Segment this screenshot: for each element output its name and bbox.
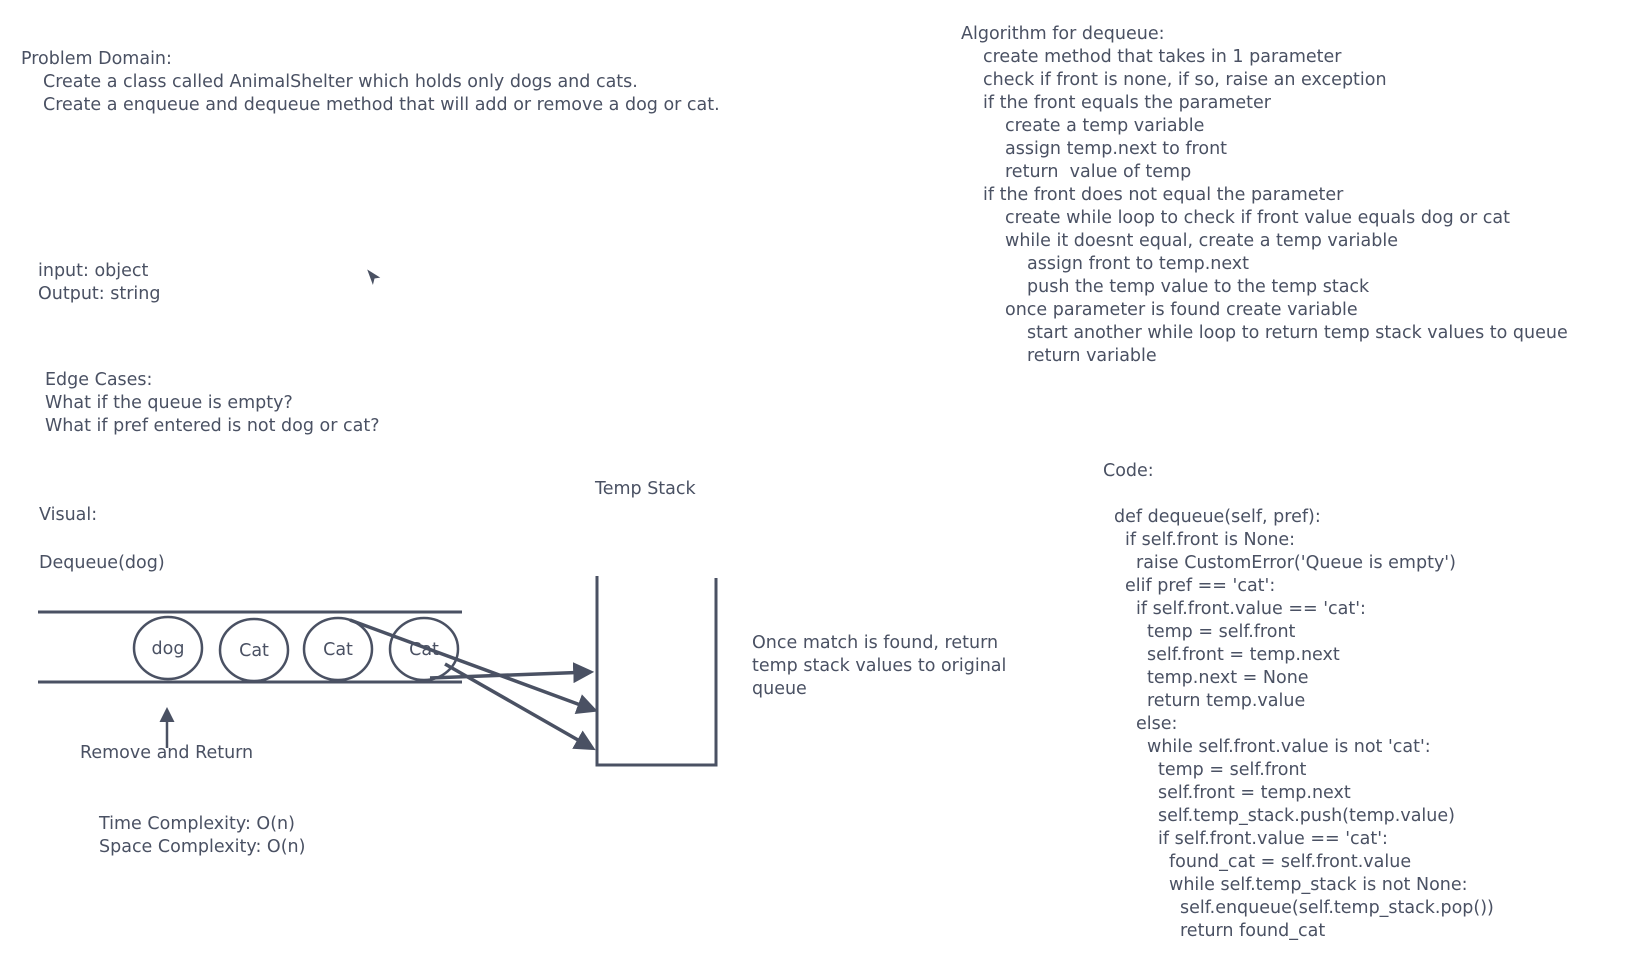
code-line: return temp.value <box>1147 691 1306 711</box>
code-block: def dequeue(self, pref): if self.front i… <box>1114 506 1494 943</box>
complexity: Time Complexity: O(n) Space Complexity: … <box>99 813 305 859</box>
edge-cases: Edge Cases: What if the queue is empty? … <box>45 369 379 438</box>
algorithm-step: if the front does not equal the paramete… <box>983 185 1344 205</box>
node-label: dog <box>152 639 185 659</box>
code-line: self.front = temp.next <box>1147 645 1340 665</box>
code-line: def dequeue(self, pref): <box>1114 507 1321 527</box>
input-spec: input: object <box>38 261 149 281</box>
code-line: raise CustomError('Queue is empty') <box>1136 553 1456 573</box>
algorithm: Algorithm for dequeue: create method tha… <box>961 23 1568 368</box>
algorithm-step: return value of temp <box>1005 162 1192 182</box>
io-spec: input: object Output: string <box>38 260 160 306</box>
code-line: self.enqueue(self.temp_stack.pop()) <box>1180 898 1494 918</box>
dequeue-call-label: Dequeue(dog) <box>39 553 165 573</box>
code-line: found_cat = self.front.value <box>1169 852 1412 872</box>
edge-case-item: What if pref entered is not dog or cat? <box>45 416 380 436</box>
remove-and-return-label: Remove and Return <box>80 743 254 763</box>
space-complexity: Space Complexity: O(n) <box>99 837 306 857</box>
mouse-cursor-icon <box>364 266 384 290</box>
code-line: temp = self.front <box>1147 622 1296 642</box>
return-note-line: queue <box>752 679 807 699</box>
queue-node-cat: Cat <box>302 616 374 682</box>
algorithm-step: assign temp.next to front <box>1005 139 1228 159</box>
queue-node-dog: dog <box>132 615 204 681</box>
push-arrow <box>349 618 598 715</box>
code-line: while self.temp_stack is not None: <box>1169 875 1468 895</box>
code-line: elif pref == 'cat': <box>1125 576 1276 596</box>
edge-case-item: What if the queue is empty? <box>45 393 293 413</box>
algorithm-step: if the front equals the parameter <box>983 93 1271 113</box>
algorithm-step: assign front to temp.next <box>1027 254 1250 274</box>
problem-domain-line: Create a class called AnimalShelter whic… <box>43 72 638 92</box>
algorithm-step: return variable <box>1027 346 1157 366</box>
code-line: return found_cat <box>1180 921 1326 941</box>
output-spec: Output: string <box>38 284 161 304</box>
code-line: temp.next = None <box>1147 668 1309 688</box>
return-note-line: temp stack values to original <box>752 656 1007 676</box>
code-line: if self.front.value == 'cat': <box>1136 599 1366 619</box>
code-heading: Code: <box>1103 461 1154 481</box>
code-line: if self.front.value == 'cat': <box>1158 829 1388 849</box>
code-line: else: <box>1136 714 1178 734</box>
queue-node-cat: Cat <box>218 617 290 683</box>
return-note-line: Once match is found, return <box>752 633 999 653</box>
algorithm-step: check if front is none, if so, raise an … <box>983 70 1387 90</box>
push-arrow <box>444 662 596 751</box>
node-label: Cat <box>323 640 353 660</box>
visual-heading: Visual: <box>39 505 98 525</box>
algorithm-step: once parameter is found create variable <box>1005 300 1358 320</box>
algorithm-heading: Algorithm for dequeue: <box>961 24 1165 44</box>
algorithm-step: while it doesnt equal, create a temp var… <box>1005 231 1398 251</box>
code-line: self.front = temp.next <box>1158 783 1351 803</box>
code-line: self.temp_stack.push(temp.value) <box>1158 806 1455 826</box>
temp-stack-container <box>595 576 718 767</box>
problem-domain: Problem Domain: Create a class called An… <box>21 48 720 117</box>
algorithm-step: start another while loop to return temp … <box>1027 323 1568 343</box>
temp-stack-label: Temp Stack <box>595 479 696 499</box>
problem-domain-heading: Problem Domain: <box>21 49 172 69</box>
algorithm-step: create while loop to check if front valu… <box>1005 208 1510 228</box>
edge-cases-heading: Edge Cases: <box>45 370 153 390</box>
push-arrow <box>429 662 595 684</box>
algorithm-step: create a temp variable <box>1005 116 1205 136</box>
return-note: Once match is found, return temp stack v… <box>752 632 1006 701</box>
code-line: while self.front.value is not 'cat': <box>1147 737 1431 757</box>
code-line: temp = self.front <box>1158 760 1307 780</box>
algorithm-step: create method that takes in 1 parameter <box>983 47 1342 67</box>
code-line: if self.front is None: <box>1125 530 1296 550</box>
time-complexity: Time Complexity: O(n) <box>99 814 295 834</box>
node-label: Cat <box>239 641 269 661</box>
problem-domain-line: Create a enqueue and dequeue method that… <box>43 95 720 115</box>
algorithm-step: push the temp value to the temp stack <box>1027 277 1370 297</box>
